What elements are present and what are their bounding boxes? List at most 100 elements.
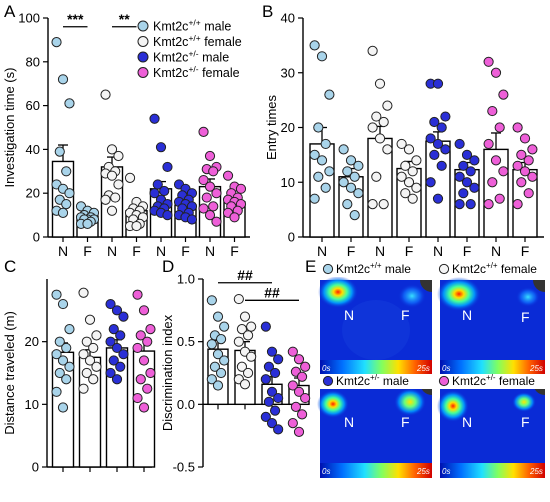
data-point (487, 105, 498, 117)
data-point (469, 182, 480, 193)
data-point (519, 133, 531, 144)
data-point (204, 150, 216, 162)
data-point (212, 311, 224, 322)
data-point (204, 210, 216, 221)
data-point (106, 170, 118, 181)
data-point (432, 78, 444, 89)
data-point (162, 210, 173, 221)
data-point (135, 374, 146, 385)
data-point (269, 367, 281, 379)
data-point (287, 418, 298, 429)
data-point (132, 289, 143, 300)
data-point (236, 361, 248, 372)
heatmap-title-marker (438, 263, 450, 275)
data-point (118, 349, 129, 360)
y-axis-label: Discrimination index (160, 314, 175, 431)
data-point (266, 346, 278, 357)
data-point (113, 179, 124, 190)
data-point (296, 409, 308, 420)
y-tick-label: 20 (281, 120, 295, 135)
data-point (403, 177, 415, 188)
data-point (309, 193, 320, 204)
legend-label: Kmt2c+/+ female (153, 33, 242, 49)
data-point (260, 411, 271, 422)
data-point (440, 144, 451, 155)
data-point (54, 336, 65, 347)
data-point (287, 346, 298, 357)
data-point (61, 166, 72, 177)
data-point (293, 386, 305, 397)
data-point (498, 166, 509, 177)
x-tick-label: F (181, 243, 190, 259)
data-point (198, 174, 209, 186)
data-point (61, 374, 72, 385)
data-point (142, 383, 153, 394)
data-point (132, 392, 143, 404)
x-tick-label: N (375, 243, 385, 259)
data-point (490, 155, 502, 166)
data-point (300, 361, 311, 372)
heatmap-label-n: N (462, 307, 472, 323)
data-point (400, 188, 411, 199)
data-point (436, 160, 447, 171)
data-point (454, 199, 465, 210)
data-point (78, 349, 89, 360)
data-point (64, 188, 75, 199)
y-axis-label: Investigation time (s) (2, 68, 17, 188)
data-point (432, 193, 444, 204)
heatmap-title: Kmt2c+/- male (336, 373, 409, 388)
data-point (57, 355, 69, 366)
data-point (222, 170, 234, 181)
data-point (273, 392, 284, 404)
data-point (494, 122, 505, 133)
y-tick-label: 60 (26, 98, 40, 113)
y-tick-label: 10 (281, 175, 295, 190)
y-axis-label: Distance traveled (m) (2, 311, 17, 435)
x-tick-label: F (347, 243, 356, 259)
data-point (269, 405, 281, 416)
data-point (324, 89, 335, 100)
data-point (512, 199, 523, 210)
data-point (436, 122, 447, 133)
data-point (149, 113, 160, 124)
data-point (374, 78, 386, 89)
data-point (233, 293, 244, 305)
data-point (300, 392, 311, 404)
data-point (407, 193, 418, 204)
y-axis-label: Entry times (264, 94, 279, 160)
data-point (219, 321, 230, 332)
data-point (111, 374, 123, 385)
data-point (105, 298, 116, 310)
heatmap-title: Kmt2c+/+ female (452, 261, 537, 276)
data-point (198, 203, 209, 214)
x-tick-label: N (433, 243, 443, 259)
data-point (382, 100, 393, 111)
heatmap-het-female: N F 0s 25s (437, 383, 545, 478)
y-tick-label: 40 (26, 142, 40, 157)
data-point (483, 199, 494, 210)
data-point (396, 171, 407, 182)
data-point (320, 182, 331, 193)
data-point (204, 181, 216, 192)
legend-label: Kmt2c+/+ male (153, 18, 231, 34)
data-point (429, 116, 440, 128)
data-point (429, 149, 440, 160)
legend-label: Kmt2c+/- male (153, 49, 229, 65)
data-point (338, 177, 349, 188)
data-point (407, 166, 418, 177)
data-point (219, 355, 230, 366)
data-point (309, 149, 320, 160)
data-point (81, 336, 92, 347)
data-point (108, 324, 119, 335)
heatmap-title: Kmt2c+/+ male (336, 261, 411, 276)
data-point (527, 171, 538, 182)
data-point (523, 188, 534, 199)
panel-letter-a: A (4, 2, 16, 21)
y-tick-label: 0.0 (177, 397, 195, 412)
data-point (374, 133, 386, 144)
data-point (212, 349, 224, 360)
data-point (155, 142, 167, 153)
panel-letter-d: D (162, 257, 174, 276)
data-point (57, 298, 69, 310)
